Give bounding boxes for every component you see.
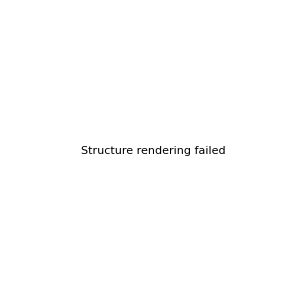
Text: Structure rendering failed: Structure rendering failed [81,146,226,157]
